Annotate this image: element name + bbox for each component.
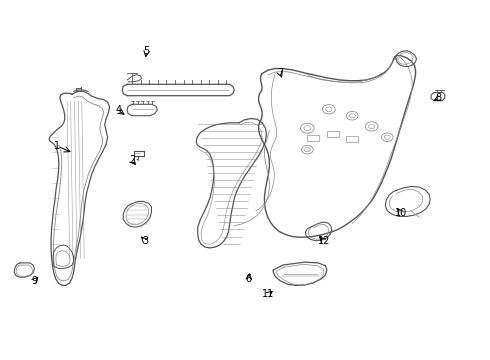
Bar — [327, 131, 339, 137]
Text: 2: 2 — [129, 156, 135, 165]
Text: 9: 9 — [31, 276, 38, 286]
Bar — [307, 135, 319, 141]
Bar — [346, 136, 358, 142]
Text: 3: 3 — [142, 236, 148, 246]
Text: 7: 7 — [277, 68, 283, 78]
Text: 6: 6 — [246, 274, 252, 284]
Text: 4: 4 — [115, 105, 122, 115]
Text: 5: 5 — [144, 46, 150, 57]
Text: 12: 12 — [318, 237, 330, 247]
Text: 1: 1 — [54, 141, 60, 151]
Text: 11: 11 — [262, 289, 274, 299]
Text: 8: 8 — [436, 93, 442, 103]
Text: 10: 10 — [395, 208, 407, 218]
